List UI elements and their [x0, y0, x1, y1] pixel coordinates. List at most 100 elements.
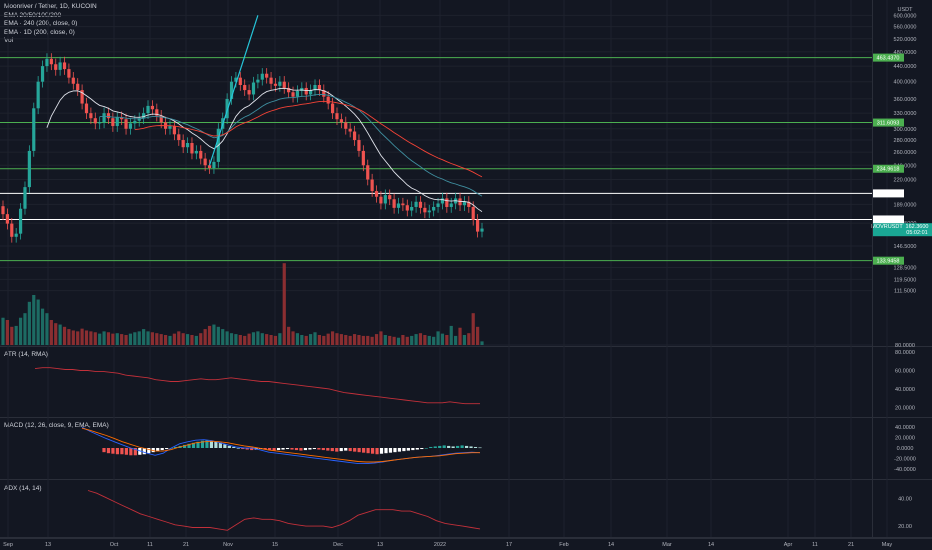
volume-bar-42	[185, 334, 190, 345]
y-tick-label-15: 146.5000	[894, 244, 917, 250]
candle-body-34	[150, 105, 155, 110]
candle-body-99	[436, 203, 440, 207]
volume-bar-22	[98, 333, 102, 345]
macd-hist-bar-65	[393, 448, 397, 453]
macd-hist-bar-68	[406, 448, 410, 451]
ema-line-mid	[99, 93, 483, 197]
x-tick-label-3: 11	[147, 542, 153, 548]
candle-body-18	[80, 90, 84, 104]
candle-body-5	[23, 187, 27, 209]
volume-bar-68	[300, 335, 304, 345]
candle-body-95	[418, 201, 423, 208]
chart-title: Moonriver / Tether, 1D, KUCOIN	[4, 3, 97, 10]
candle-body-85	[374, 191, 379, 197]
volume-bar-76	[335, 333, 339, 345]
candle-body-90	[396, 203, 401, 208]
candle-body-72	[317, 85, 322, 91]
macd-hist-bar-33	[250, 448, 254, 451]
candle-body-97	[427, 210, 431, 213]
candle-body-20	[89, 113, 93, 119]
currency-label: USDT	[898, 7, 914, 13]
macd-hist-bar-14	[165, 448, 169, 450]
macd-hist-bar-70	[415, 448, 419, 450]
volume-bar-40	[177, 331, 181, 345]
macd-hist-bar-67	[402, 448, 406, 452]
volume-bar-41	[181, 333, 185, 345]
volume-bar-23	[102, 331, 106, 345]
volume-bar-61	[269, 335, 273, 345]
volume-bar-35	[155, 333, 159, 345]
candle-body-55	[243, 85, 247, 91]
volume-bar-91	[401, 335, 405, 345]
macd-hist-bar-26	[218, 442, 222, 448]
volume-bar-100	[440, 333, 445, 345]
macd-hist-bar-5	[124, 448, 128, 455]
macd-hist-bar-79	[456, 445, 460, 448]
level-tag-1	[873, 118, 904, 127]
candle-body-89	[392, 199, 396, 208]
last-price-symbol: MOVRUSDT	[871, 224, 903, 230]
macd-hist-bar-45	[303, 448, 308, 451]
candle-body-64	[282, 81, 286, 88]
volume-bar-77	[339, 334, 343, 345]
volume-bar-63	[278, 333, 282, 345]
volume-bar-67	[295, 333, 300, 345]
volume-bar-65	[287, 326, 291, 345]
macd-line	[81, 426, 481, 465]
macd-hist-bar-59	[366, 448, 370, 454]
level-tag-4	[873, 215, 904, 224]
candle-body-25	[111, 118, 115, 127]
macd-hist-bar-36	[263, 448, 267, 450]
candle-body-80	[352, 131, 357, 141]
macd-tick-label-3: -20.0000	[894, 456, 916, 462]
volume-bar-89	[392, 336, 396, 345]
macd-hist-bar-72	[424, 448, 428, 449]
indicator-ema-240[interactable]: EMA · 240 (200, close, 0)	[4, 20, 78, 27]
macd-hist-bar-63	[384, 448, 388, 454]
volume-bar-64	[282, 263, 286, 345]
macd-hist-bar-29	[232, 446, 236, 448]
candle-body-41	[181, 140, 185, 148]
volume-bar-28	[124, 335, 128, 345]
indicator-vol[interactable]: Vol	[4, 37, 14, 44]
macd-hist-bar-3	[115, 448, 120, 455]
volume-bar-13	[58, 324, 62, 345]
x-tick-label-18: May	[882, 542, 893, 548]
atr-tick-label-1: 60.0000	[895, 368, 915, 374]
candle-body-75	[330, 103, 335, 114]
macd-hist-bar-62	[379, 448, 384, 454]
volume-bar-90	[396, 337, 401, 345]
candle-body-56	[247, 90, 251, 95]
macd-hist-bar-38	[272, 448, 276, 451]
candle-body-46	[203, 158, 207, 166]
macd-hist-bar-82	[469, 446, 473, 448]
macd-hist-bar-77	[447, 445, 451, 448]
candle-body-92	[405, 205, 409, 211]
indicator-ema-1d[interactable]: EMA · 1D (200, close, 0)	[4, 28, 75, 36]
atr-pane-label[interactable]: ATR (14, RMA)	[4, 351, 48, 358]
volume-bar-81	[357, 335, 361, 345]
y-tick-label-19: 80.0000	[895, 343, 915, 349]
macd-hist-bar-39	[276, 448, 281, 451]
candle-body-9	[40, 66, 45, 82]
candle-body-32	[142, 113, 146, 119]
volume-bar-73	[322, 335, 326, 345]
last-price-value: 162.3600	[906, 224, 929, 230]
macd-hist-bar-4	[120, 448, 124, 455]
x-tick-label-8: 13	[377, 542, 383, 548]
macd-pane-label[interactable]: MACD (12, 26, close, 9, EMA, EMA)	[4, 422, 109, 429]
candle-body-51	[225, 98, 229, 119]
candle-body-62	[273, 83, 278, 86]
candle-body-54	[238, 77, 242, 86]
macd-hist-bar-23	[205, 440, 209, 448]
volume-bar-55	[243, 335, 247, 345]
candle-body-96	[423, 207, 427, 213]
adx-pane-label[interactable]: ADX (14, 14)	[4, 485, 42, 492]
candle-body-101	[445, 198, 449, 207]
macd-hist-bar-56	[353, 448, 357, 452]
x-tick-label-12: 14	[608, 542, 614, 548]
volume-bar-19	[84, 330, 89, 345]
trend-line	[208, 15, 259, 166]
x-tick-label-11: Feb	[559, 542, 568, 548]
